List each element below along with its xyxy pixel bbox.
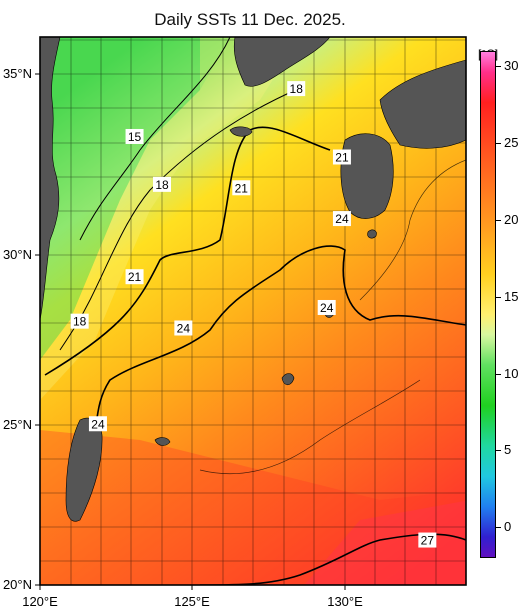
contour-label: 24 xyxy=(317,299,336,315)
y-tick-label: 35°N xyxy=(3,66,32,81)
y-tick-label: 20°N xyxy=(3,577,32,592)
contour-label: 27 xyxy=(418,532,437,548)
contour-label-text: 18 xyxy=(290,82,304,96)
contour-label: 24 xyxy=(332,211,351,227)
colorbar-tick-mark xyxy=(496,296,501,298)
axis-ticks xyxy=(35,73,346,590)
contour-label-box xyxy=(174,320,193,336)
colorbar-tick-label: 20 xyxy=(504,212,519,227)
contour-label: 18 xyxy=(287,81,306,97)
contour-label-text: 24 xyxy=(91,417,105,431)
china-coast xyxy=(40,37,61,321)
land xyxy=(40,37,466,522)
colorbar-tick-mark xyxy=(496,527,501,529)
contour-label: 24 xyxy=(174,320,193,336)
kyushu xyxy=(340,133,394,219)
y-tick-label: 30°N xyxy=(3,247,32,262)
map-frame xyxy=(39,36,467,586)
x-tick-label: 125°E xyxy=(174,594,210,609)
map-title: Daily SSTs 11 Dec. 2025. xyxy=(154,10,346,29)
contour-label-box xyxy=(232,180,251,196)
contour-label: 18 xyxy=(153,176,171,192)
contour-label-text: 18 xyxy=(73,315,87,329)
contour-label-box xyxy=(332,211,351,227)
colorbar-tick-label: 0 xyxy=(504,519,512,535)
contour-label-text: 18 xyxy=(155,178,169,192)
colorbar-tick-mark xyxy=(496,220,501,221)
contour-label-text: 21 xyxy=(235,181,249,195)
yakushima xyxy=(367,229,377,239)
contour-label-text: 24 xyxy=(320,301,334,315)
contour-label: 21 xyxy=(332,149,351,165)
contour-label-box xyxy=(418,532,437,548)
contour-label-box xyxy=(332,149,351,165)
contour-label-box xyxy=(317,299,336,315)
colorbar-tick-label: 10 xyxy=(504,365,519,381)
contour-label-text: 27 xyxy=(421,534,435,548)
colorbar-tick-label: 30 xyxy=(504,58,519,74)
sakishima xyxy=(154,437,171,446)
contour-label-box xyxy=(153,176,171,192)
korea-peninsula xyxy=(233,37,331,87)
contour-label-box xyxy=(125,269,144,285)
y-tick-label: 25°N xyxy=(3,417,32,432)
contour-label: 21 xyxy=(232,180,251,196)
contour-label: 15 xyxy=(125,128,144,144)
contour-label-text: 24 xyxy=(177,322,191,336)
honshu-shikoku xyxy=(379,59,466,149)
colorbar xyxy=(480,51,496,558)
colorbar-tick-mark xyxy=(496,373,501,375)
isotherm-15 xyxy=(79,37,231,241)
colorbar-tick-label: 5 xyxy=(504,442,512,458)
contour-label-text: 21 xyxy=(128,270,142,284)
colorbar-tick-mark xyxy=(496,66,501,68)
cold-coastal-water xyxy=(40,37,230,360)
colorbar-tick-label: 25 xyxy=(504,135,519,151)
contour-label-text: 24 xyxy=(335,212,349,226)
jeju-island xyxy=(229,126,253,137)
transition-band xyxy=(40,37,300,400)
contour-labels: 18 15 21 18 21 24 21 18 24 24 24 27 xyxy=(70,81,437,548)
isotherm-thin-2 xyxy=(199,379,421,475)
graticule xyxy=(40,37,466,585)
isotherm-24 xyxy=(95,245,466,426)
contour-label: 21 xyxy=(125,269,144,285)
contour-label: 24 xyxy=(88,416,107,432)
contour-label-text: 15 xyxy=(128,130,142,144)
isotherm-thin-1 xyxy=(359,159,466,301)
x-tick-label: 130°E xyxy=(327,594,363,609)
colorbar-tick-mark xyxy=(496,143,501,145)
contour-label-box xyxy=(125,128,144,144)
contour-label-box xyxy=(70,313,89,329)
colorbar-tick-mark xyxy=(496,450,501,452)
contour-label-text: 21 xyxy=(335,151,349,165)
contour-label-box xyxy=(88,416,107,432)
x-tick-label: 120°E xyxy=(22,594,58,609)
isotherm-21 xyxy=(44,126,331,376)
contour-label-box xyxy=(287,81,306,97)
contour-label: 18 xyxy=(70,313,89,329)
colorbar-tick-label: 15 xyxy=(504,288,519,304)
okinawa xyxy=(281,373,295,386)
